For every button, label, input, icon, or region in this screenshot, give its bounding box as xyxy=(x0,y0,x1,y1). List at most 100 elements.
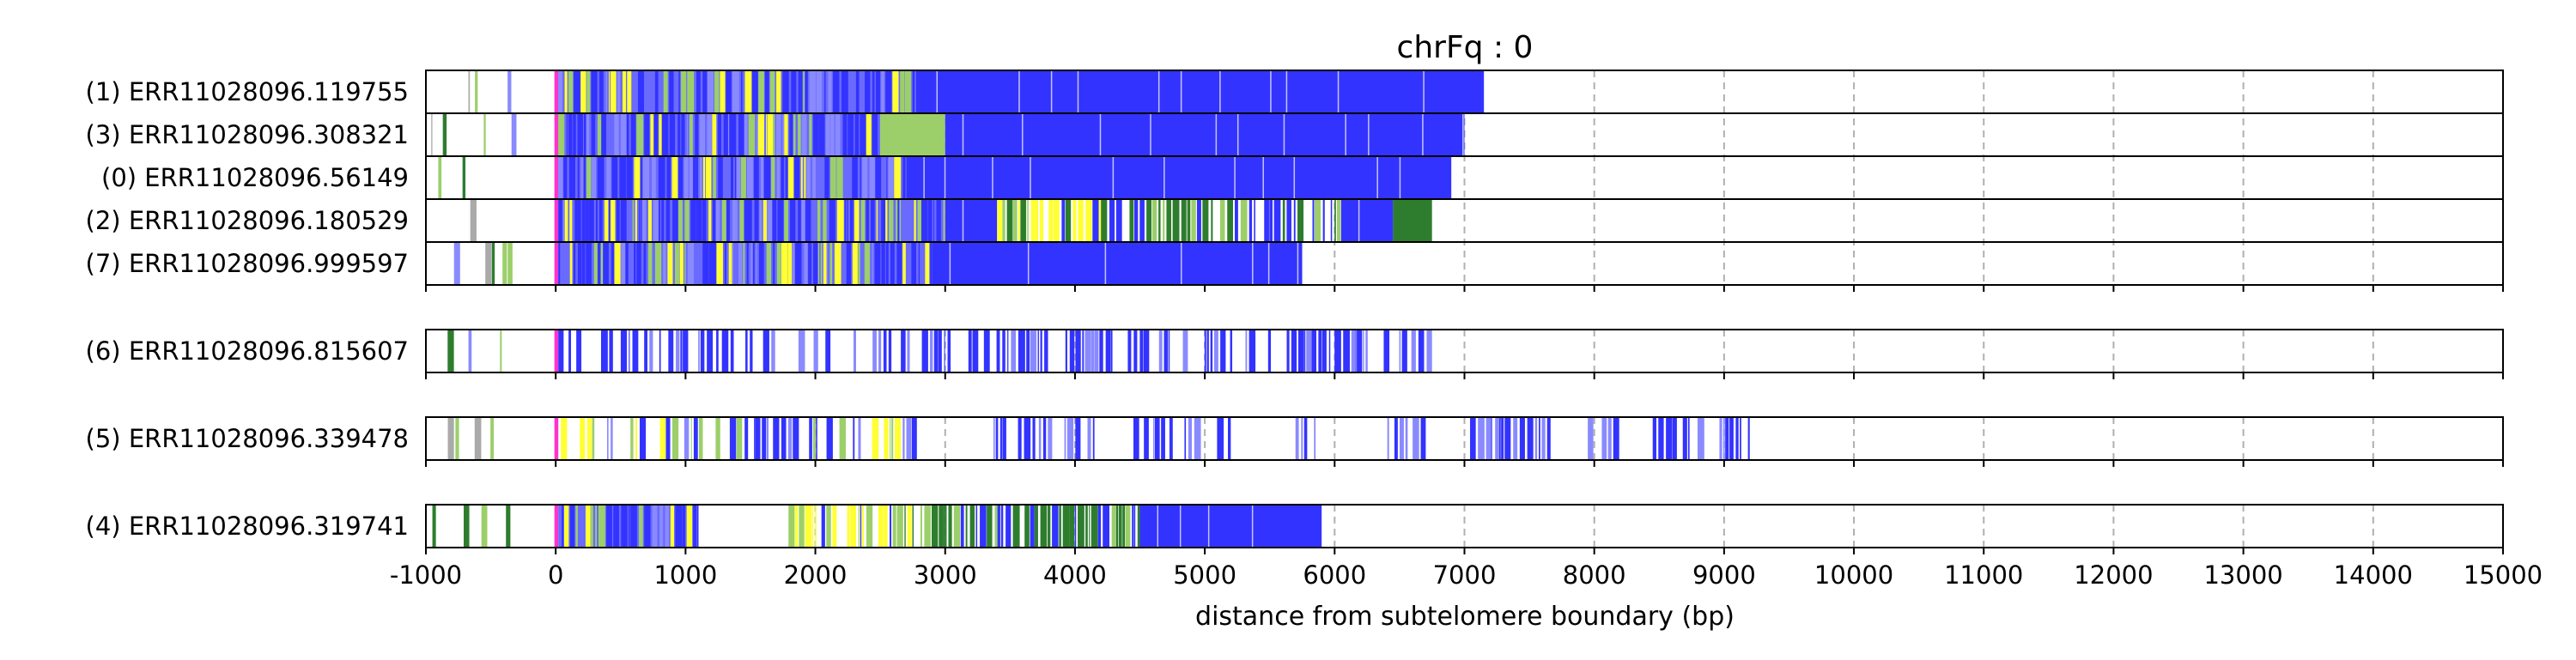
segment-mixed xyxy=(776,156,781,199)
segment-sparse xyxy=(481,505,488,548)
segment-mixed xyxy=(862,156,868,199)
segment-mixed xyxy=(684,199,690,242)
segment-gap xyxy=(1018,70,1020,113)
segment-mixed xyxy=(654,70,659,113)
segment-mixed xyxy=(881,199,886,242)
read-label: (3) ERR11028096.308321 xyxy=(86,120,409,149)
segment-blue-sparse xyxy=(632,330,639,372)
segment-blue-sparse xyxy=(1357,330,1363,372)
segment-mixed xyxy=(834,242,841,285)
segment-yellow_green xyxy=(997,199,1003,242)
segment-blue-sparse xyxy=(825,330,831,372)
segment-mixed xyxy=(798,113,801,156)
segment-mixed xyxy=(661,199,665,242)
segment-blue_green xyxy=(1139,199,1145,242)
segment-mixed xyxy=(738,242,743,285)
segment-mixed xyxy=(784,113,788,156)
segment-mixed xyxy=(846,242,852,285)
segment-sparse xyxy=(500,330,502,372)
x-tick-label: 2000 xyxy=(784,560,848,590)
segment-blue-sparse xyxy=(1394,417,1398,460)
segment-mixed xyxy=(661,113,669,156)
segment-mixed xyxy=(828,70,832,113)
segment-mixed xyxy=(885,242,889,285)
segment-sparse xyxy=(491,242,495,285)
segment-mixed xyxy=(751,70,758,113)
segment-blue-sparse xyxy=(1363,330,1364,372)
segment-mixed_sparse xyxy=(911,417,917,460)
segment-mixed xyxy=(712,199,716,242)
segment-mixed xyxy=(732,199,738,242)
segment-mixed xyxy=(744,199,746,242)
segment-mixed xyxy=(574,70,580,113)
segment-mixed xyxy=(781,156,785,199)
segment-blue-sparse xyxy=(609,330,613,372)
segment-sparse xyxy=(502,242,507,285)
segment-mixed xyxy=(699,113,706,156)
segment-mixed xyxy=(757,113,764,156)
segment-mixed_sparse xyxy=(592,417,595,460)
segment-mixed xyxy=(889,199,894,242)
segment-mixed xyxy=(865,70,871,113)
segment-gap xyxy=(962,199,964,242)
segment-blue_green xyxy=(1181,199,1187,242)
segment-mixed xyxy=(708,242,716,285)
segment-green_blue xyxy=(1085,505,1088,548)
segment-mixed_sparse xyxy=(561,417,568,460)
segment-blue-sparse xyxy=(1194,417,1201,460)
segment-mixed_sparse xyxy=(762,417,767,460)
segment-green_blue xyxy=(1040,505,1048,548)
segment-light_green xyxy=(880,113,945,156)
segment-blue-sparse xyxy=(1066,417,1074,460)
segment-mixed xyxy=(696,505,699,548)
segment-mixed xyxy=(790,199,796,242)
segment-blue_green xyxy=(1227,199,1234,242)
segment-blue-sparse xyxy=(1495,417,1499,460)
segment-mixed xyxy=(808,242,811,285)
segment-blue-sparse xyxy=(1470,417,1476,460)
segment-mixed_sparse xyxy=(639,417,647,460)
segment-mixed xyxy=(732,242,734,285)
segment-mixed xyxy=(598,199,603,242)
segment-mixed xyxy=(563,156,568,199)
segment-sparse xyxy=(432,505,436,548)
segment-mixed xyxy=(684,242,686,285)
segment-yellow_green xyxy=(1039,199,1044,242)
segment-blue-sparse xyxy=(1478,417,1485,460)
segment-gap xyxy=(1050,70,1053,113)
segment-mixed xyxy=(581,199,586,242)
segment-blue-sparse xyxy=(1295,417,1299,460)
segment-blue-sparse xyxy=(1002,330,1005,372)
segment-blue_green xyxy=(1158,199,1161,242)
segment-yellow_green xyxy=(939,505,944,548)
segment-green_blue xyxy=(1069,505,1075,548)
segment-blue-sparse xyxy=(1011,330,1017,372)
segment-blue-sparse xyxy=(707,330,714,372)
segment-blue-sparse xyxy=(1267,330,1272,372)
segment-mixed xyxy=(573,242,576,285)
segment-blue_green xyxy=(1254,199,1255,242)
segment-gap xyxy=(1030,156,1031,199)
segment-blue xyxy=(1340,199,1394,242)
segment-blue-sparse xyxy=(993,417,995,460)
segment-blue-sparse xyxy=(1334,330,1341,372)
segment-mixed xyxy=(592,156,597,199)
segment-mixed_sparse xyxy=(853,417,855,460)
segment-green_blue xyxy=(945,505,947,548)
segment-mixed xyxy=(558,113,565,156)
segment-blue-sparse xyxy=(1355,330,1357,372)
segment-mixed xyxy=(583,156,586,199)
segment-gap xyxy=(962,113,964,156)
segment-mixed xyxy=(627,70,632,113)
segment-blue-sparse xyxy=(1426,330,1432,372)
segment-mixed xyxy=(775,113,781,156)
segment-mixed xyxy=(585,199,589,242)
segment-mixed xyxy=(714,70,720,113)
segment-mixed xyxy=(690,199,696,242)
segment-mixed xyxy=(872,113,878,156)
segment-mixed xyxy=(925,242,930,285)
x-axis-label: distance from subtelomere boundary (bp) xyxy=(1195,602,1735,632)
segment-mixed xyxy=(681,113,685,156)
segment-mixed xyxy=(897,199,899,242)
segment-mixed xyxy=(614,113,619,156)
